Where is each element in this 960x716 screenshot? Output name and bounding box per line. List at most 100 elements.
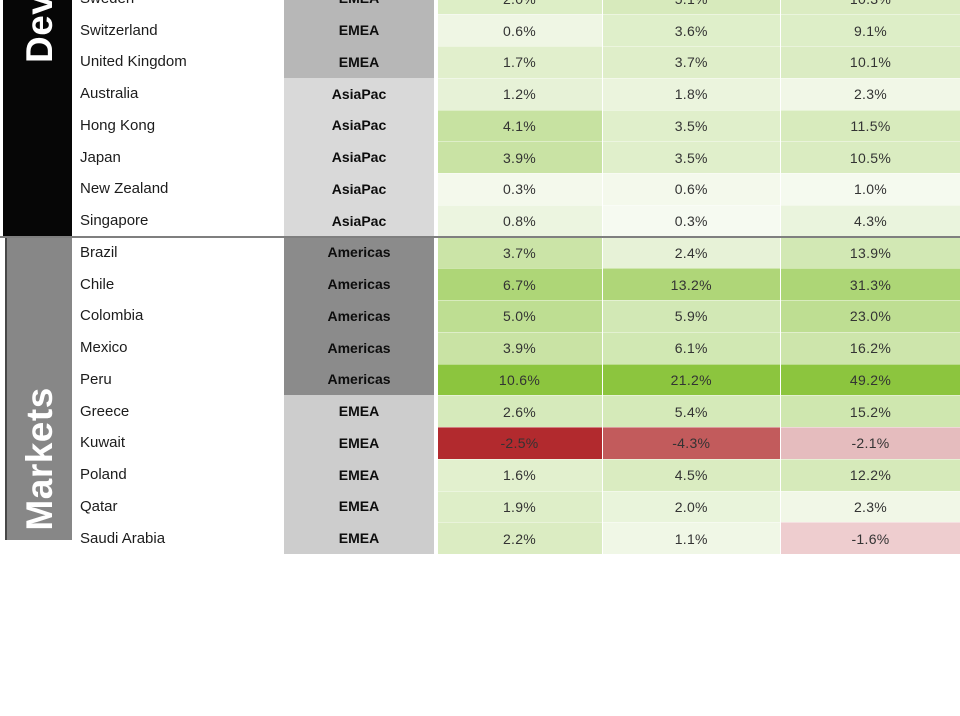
country-cell: Chile [72,268,281,300]
column-gap [434,490,438,523]
country-cell: New Zealand [72,173,281,205]
region-cell: AsiaPac [284,109,434,142]
column-gap [281,109,284,142]
column-gap [779,236,781,269]
country-cell: Poland [72,458,281,491]
country-cell: Hong Kong [72,109,281,142]
value-cell: 49.2% [781,363,960,396]
value-cell: 0.3% [437,173,602,205]
column-gap [601,490,603,523]
value-cell: 2.0% [603,490,780,523]
value-cell: 2.3% [781,490,960,523]
column-gap [601,77,603,110]
value-cell: -2.1% [781,427,960,459]
value-cell: 2.2% [437,522,602,554]
column-gap [779,522,781,554]
table-row: Greece EMEA 2.6% 5.4% 15.2% [72,395,960,427]
value-cell: 6.1% [603,331,780,364]
value-cell: 0.6% [603,173,780,205]
column-gap [601,300,603,332]
value-cell: 3.6% [603,14,780,46]
region-cell: EMEA [284,490,434,523]
country-cell: Saudi Arabia [72,522,281,554]
country-cell: Greece [72,395,281,427]
table-row: Australia AsiaPac 1.2% 1.8% 2.3% [72,77,960,110]
column-gap [281,490,284,523]
value-cell: -4.3% [603,427,780,459]
column-gap [434,268,438,300]
column-gap [281,363,284,396]
column-gap [281,46,284,78]
column-gap [779,109,781,142]
value-cell: 9.1% [781,14,960,46]
value-cell: 2.3% [781,77,960,110]
column-gap [601,427,603,459]
country-cell: Colombia [72,300,281,332]
value-cell: 1.1% [603,522,780,554]
country-cell: Australia [72,77,281,110]
column-gap [779,46,781,78]
region-cell: AsiaPac [284,77,434,110]
value-cell: 31.3% [781,268,960,300]
region-cell: Americas [284,236,434,269]
value-cell: 12.2% [781,458,960,491]
column-gap [281,14,284,46]
column-gap [434,46,438,78]
table-row: Saudi Arabia EMEA 2.2% 1.1% -1.6% [72,522,960,554]
value-cell: 4.5% [603,458,780,491]
value-cell: 3.5% [603,109,780,142]
column-gap [601,141,603,173]
table-row: Chile Americas 6.7% 13.2% 31.3% [72,268,960,300]
section-divider [0,235,960,238]
country-cell: Singapore [72,204,281,237]
region-cell: Americas [284,363,434,396]
value-cell: 1.9% [437,490,602,523]
value-cell: 16.2% [781,331,960,364]
column-gap [434,236,438,269]
value-cell: 1.8% [603,77,780,110]
column-gap [434,0,438,15]
value-cell: 13.2% [603,268,780,300]
column-gap [434,14,438,46]
table-row: New Zealand AsiaPac 0.3% 0.6% 1.0% [72,173,960,205]
value-cell: 5.4% [603,395,780,427]
column-gap [601,268,603,300]
value-cell: 3.9% [437,141,602,173]
column-gap [281,458,284,491]
value-cell: 10.5% [781,141,960,173]
region-cell: EMEA [284,46,434,78]
column-gap [779,427,781,459]
column-gap [779,490,781,523]
region-cell: EMEA [284,458,434,491]
country-cell: Japan [72,141,281,173]
emerging-markets-sidebar [5,237,72,540]
table-row: Peru Americas 10.6% 21.2% 49.2% [72,363,960,396]
column-gap [434,300,438,332]
table-row: Singapore AsiaPac 0.8% 0.3% 4.3% [72,204,960,237]
value-cell: 0.8% [437,204,602,237]
column-gap [434,395,438,427]
region-cell: EMEA [284,0,434,15]
value-cell: 3.7% [603,46,780,78]
value-cell: 1.0% [781,173,960,205]
column-gap [281,204,284,237]
column-gap [601,46,603,78]
column-gap [434,427,438,459]
emerging-markets-label: Emerging Markets [19,387,60,716]
table-row: SwedenEMEA2.0%5.1%10.3% [72,0,960,15]
value-cell: 4.1% [437,109,602,142]
value-cell: -2.5% [437,427,602,459]
value-cell: 2.6% [437,395,602,427]
table-row: Japan AsiaPac 3.9% 3.5% 10.5% [72,141,960,173]
column-gap [601,331,603,364]
value-cell: 5.1% [603,0,780,15]
table-row: Kuwait EMEA -2.5% -4.3% -2.1% [72,427,960,459]
country-cell: Peru [72,363,281,396]
column-gap [434,141,438,173]
country-cell: Mexico [72,331,281,364]
value-cell: 23.0% [781,300,960,332]
column-gap [779,331,781,364]
table-row: United Kingdom EMEA 1.7% 3.7% 10.1% [72,46,960,78]
table-row: Brazil Americas 3.7% 2.4% 13.9% [72,236,960,269]
region-cell: EMEA [284,522,434,554]
